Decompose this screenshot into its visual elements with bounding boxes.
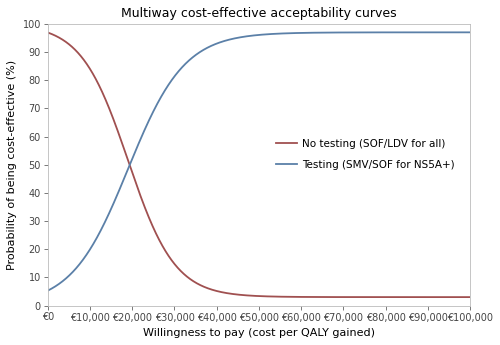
- Testing (SMV/SOF for NS5A+): [320, 31, 326, 35]
- No testing (SOF/LDV for all): [122, 148, 128, 152]
- Testing (SMV/SOF for NS5A+): [467, 30, 473, 34]
- Testing (SMV/SOF for NS5A+): [392, 30, 398, 34]
- Legend: No testing (SOF/LDV for all), Testing (SMV/SOF for NS5A+): No testing (SOF/LDV for all), Testing (S…: [272, 136, 458, 173]
- Testing (SMV/SOF for NS5A+): [206, 45, 212, 49]
- No testing (SOF/LDV for all): [320, 295, 326, 299]
- Title: Multiway cost-effective acceptability curves: Multiway cost-effective acceptability cu…: [121, 7, 397, 20]
- X-axis label: Willingness to pay (cost per QALY gained): Willingness to pay (cost per QALY gained…: [143, 328, 375, 338]
- Line: No testing (SOF/LDV for all): No testing (SOF/LDV for all): [48, 32, 470, 297]
- Testing (SMV/SOF for NS5A+): [45, 288, 51, 293]
- Y-axis label: Probability of being cost-effective (%): Probability of being cost-effective (%): [7, 60, 17, 270]
- No testing (SOF/LDV for all): [360, 295, 366, 299]
- Testing (SMV/SOF for NS5A+): [360, 30, 366, 34]
- No testing (SOF/LDV for all): [298, 295, 304, 299]
- No testing (SOF/LDV for all): [206, 287, 212, 291]
- No testing (SOF/LDV for all): [467, 295, 473, 299]
- Testing (SMV/SOF for NS5A+): [122, 176, 128, 180]
- No testing (SOF/LDV for all): [392, 295, 398, 299]
- Testing (SMV/SOF for NS5A+): [298, 31, 304, 35]
- Line: Testing (SMV/SOF for NS5A+): Testing (SMV/SOF for NS5A+): [48, 32, 470, 290]
- No testing (SOF/LDV for all): [45, 30, 51, 34]
